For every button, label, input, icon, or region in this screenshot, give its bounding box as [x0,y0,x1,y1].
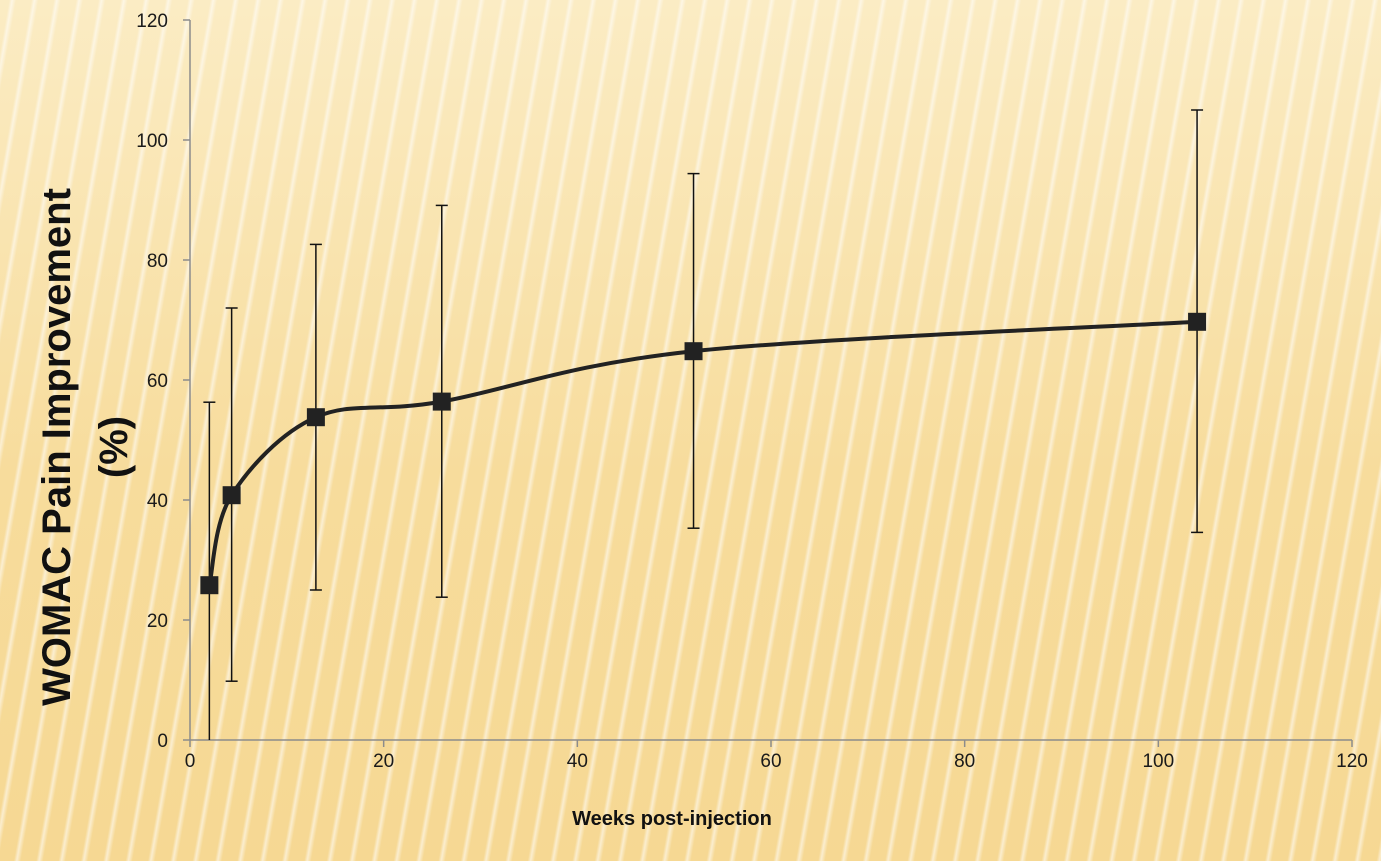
x-ticks: 0 20 40 60 80 100 120 [185,740,1368,772]
y-axis-label-unit: (%) [92,416,136,478]
y-tick-label: 60 [147,371,168,392]
x-tick-label: 40 [567,751,588,772]
y-tick-label: 100 [136,131,168,152]
x-tick-label: 120 [1336,751,1368,772]
data-point-marker [1188,312,1207,331]
axes [189,20,1352,741]
y-tick-label: 40 [147,491,168,512]
series-line [207,319,1198,586]
x-tick-label: 20 [373,751,394,772]
x-tick-label: 0 [185,751,196,772]
y-tick-label: 20 [147,611,168,632]
y-tick-label: 0 [157,731,168,752]
data-point-marker [684,342,703,361]
x-axis-label: Weeks post-injection [572,808,772,830]
error-bars [203,109,1204,740]
data-point-marker [222,486,241,505]
x-tick-label: 100 [1142,751,1174,772]
data-point-marker [200,576,219,595]
y-ticks: 0 20 40 60 80 100 120 [136,11,190,752]
data-point-marker [432,392,451,411]
y-tick-label: 80 [147,251,168,272]
data-point-marker [306,408,325,427]
x-tick-label: 60 [760,751,781,772]
y-axis-label: WOMAC Pain Improvement [35,188,79,706]
y-tick-label: 120 [136,11,168,32]
x-tick-label: 80 [954,751,975,772]
markers [200,312,1207,595]
